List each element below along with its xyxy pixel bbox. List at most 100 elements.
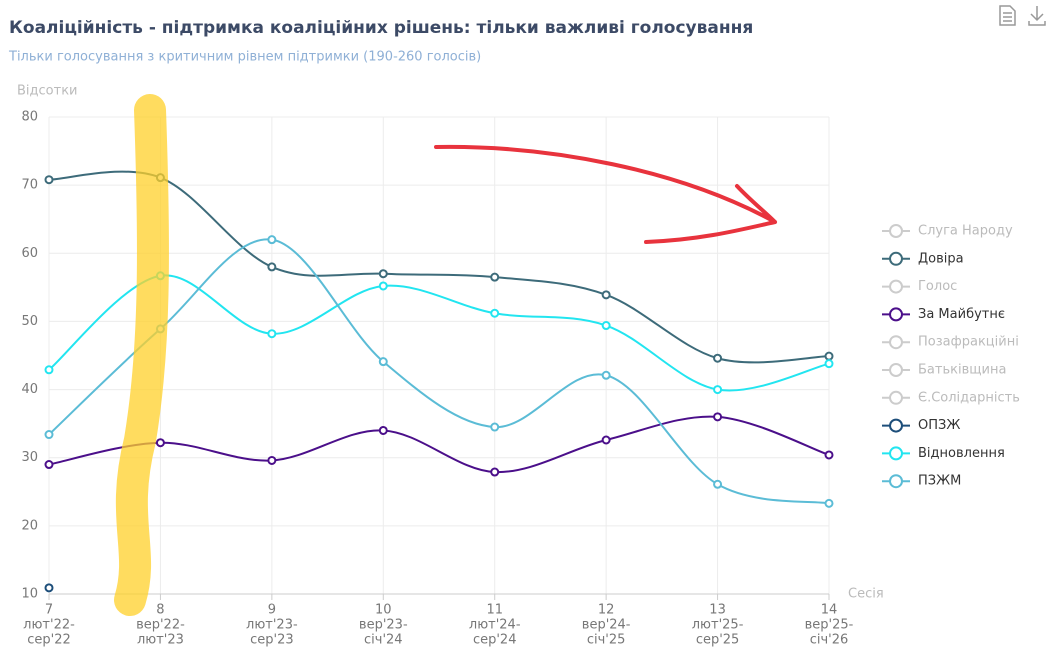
legend-marker: [889, 474, 903, 489]
x-tick-period: сер'25: [696, 633, 740, 648]
x-tick-label: 11: [486, 603, 503, 618]
x-tick-period: лют'25-: [692, 618, 744, 633]
legend-marker: [889, 279, 903, 294]
x-tick-period: сер'24: [473, 633, 517, 648]
x-tick-period: лют'23: [137, 633, 184, 648]
point-marker: [44, 430, 54, 440]
arrow-annotation: [434, 144, 777, 244]
highlight-annotation: [114, 94, 169, 616]
legend-item[interactable]: Слуга Народу: [882, 224, 1013, 239]
point-marker: [824, 498, 834, 508]
legend-label: За Майбутнє: [918, 307, 1005, 322]
y-tick-label: 30: [21, 450, 38, 465]
legend-marker: [889, 307, 903, 322]
legend-item[interactable]: Відновлення: [882, 446, 1005, 461]
legend-label: ПЗЖМ: [918, 474, 961, 489]
y-tick-label: 10: [21, 587, 38, 602]
point-marker: [490, 422, 500, 432]
y-axis-title: Відсотки: [17, 84, 78, 99]
legend-label: Відновлення: [918, 446, 1005, 461]
y-tick-label: 70: [21, 178, 38, 193]
x-tick-period: вер'25-: [805, 618, 854, 633]
point-marker: [44, 460, 54, 470]
point-marker: [490, 467, 500, 477]
point-marker: [713, 385, 723, 395]
chart-title: Коаліційність - підтримка коаліційних рі…: [9, 18, 753, 38]
point-marker: [267, 455, 277, 465]
y-tick-label: 50: [21, 314, 38, 329]
point-marker: [267, 329, 277, 339]
series-line: [48, 238, 830, 505]
legend-marker: [889, 224, 903, 238]
legend-item[interactable]: ПЗЖМ: [882, 474, 961, 489]
legend-label: Слуга Народу: [918, 224, 1013, 239]
x-tick-label: 7: [45, 603, 53, 618]
point-marker: [601, 290, 611, 300]
legend-marker: [889, 335, 903, 350]
point-marker: [713, 412, 723, 422]
y-tick-label: 20: [21, 518, 38, 533]
x-tick-label: 13: [709, 603, 726, 618]
x-tick-period: лют'23-: [246, 618, 298, 633]
legend-item[interactable]: Батьківщина: [882, 363, 1006, 378]
point-marker: [601, 435, 611, 445]
x-axis-title: Сесія: [848, 587, 884, 602]
point-marker: [490, 272, 500, 282]
legend-marker: [889, 363, 903, 377]
point-marker: [44, 365, 54, 375]
point-marker: [601, 321, 611, 331]
x-tick-label: 10: [375, 603, 392, 618]
point-marker: [267, 262, 277, 272]
point-marker: [44, 175, 54, 185]
y-tick-label: 80: [21, 110, 38, 125]
x-tick-period: лют'24-: [469, 618, 521, 633]
legend-label: Є.Солідарність: [918, 390, 1020, 405]
legend-item[interactable]: Позафракційні: [882, 335, 1019, 350]
doc-icon[interactable]: [999, 5, 1016, 26]
legend-item[interactable]: За Майбутнє: [882, 307, 1005, 322]
x-tick-period: сер'23: [250, 633, 294, 648]
point-marker: [824, 359, 834, 369]
y-tick-label: 40: [21, 382, 38, 397]
series-line: [48, 170, 830, 364]
x-tick-period: сер'22: [27, 633, 71, 648]
x-tick-period: вер'23-: [359, 618, 408, 633]
point-marker: [378, 269, 388, 279]
series-line: [48, 415, 830, 474]
y-tick-label: 60: [21, 246, 38, 261]
legend-item[interactable]: Є.Солідарність: [882, 390, 1020, 405]
chart-subtitle: Тільки голосування з критичним рівнем пі…: [8, 50, 481, 65]
legend-marker: [889, 390, 903, 405]
download-icon[interactable]: [1028, 6, 1046, 26]
legend-marker: [889, 446, 903, 461]
legend-label: Голос: [918, 279, 957, 294]
point-marker: [601, 370, 611, 380]
legend-label: Батьківщина: [918, 363, 1006, 378]
legend-label: Позафракційні: [918, 335, 1019, 350]
point-marker: [378, 357, 388, 367]
x-tick-period: січ'26: [810, 633, 849, 648]
x-tick-period: вер'22-: [136, 618, 185, 633]
x-tick-period: вер'24-: [582, 618, 631, 633]
legend-item[interactable]: Довіра: [882, 251, 964, 266]
point-marker: [44, 583, 54, 593]
legend-item[interactable]: Голос: [882, 279, 957, 294]
legend-label: ОПЗЖ: [918, 418, 960, 433]
x-tick-label: 14: [821, 603, 838, 618]
point-marker: [155, 438, 165, 448]
point-marker: [824, 450, 834, 460]
point-marker: [824, 351, 834, 361]
legend-marker: [889, 418, 903, 433]
point-marker: [378, 425, 388, 435]
legend-marker: [889, 251, 903, 266]
x-tick-label: 12: [598, 603, 615, 618]
x-tick-period: січ'25: [587, 633, 626, 648]
legend-label: Довіра: [918, 251, 964, 266]
point-marker: [378, 281, 388, 291]
x-tick-label: 8: [156, 603, 164, 618]
legend-item[interactable]: ОПЗЖ: [882, 418, 960, 433]
point-marker: [713, 353, 723, 363]
point-marker: [490, 308, 500, 318]
x-tick-period: лют'22-: [23, 618, 75, 633]
